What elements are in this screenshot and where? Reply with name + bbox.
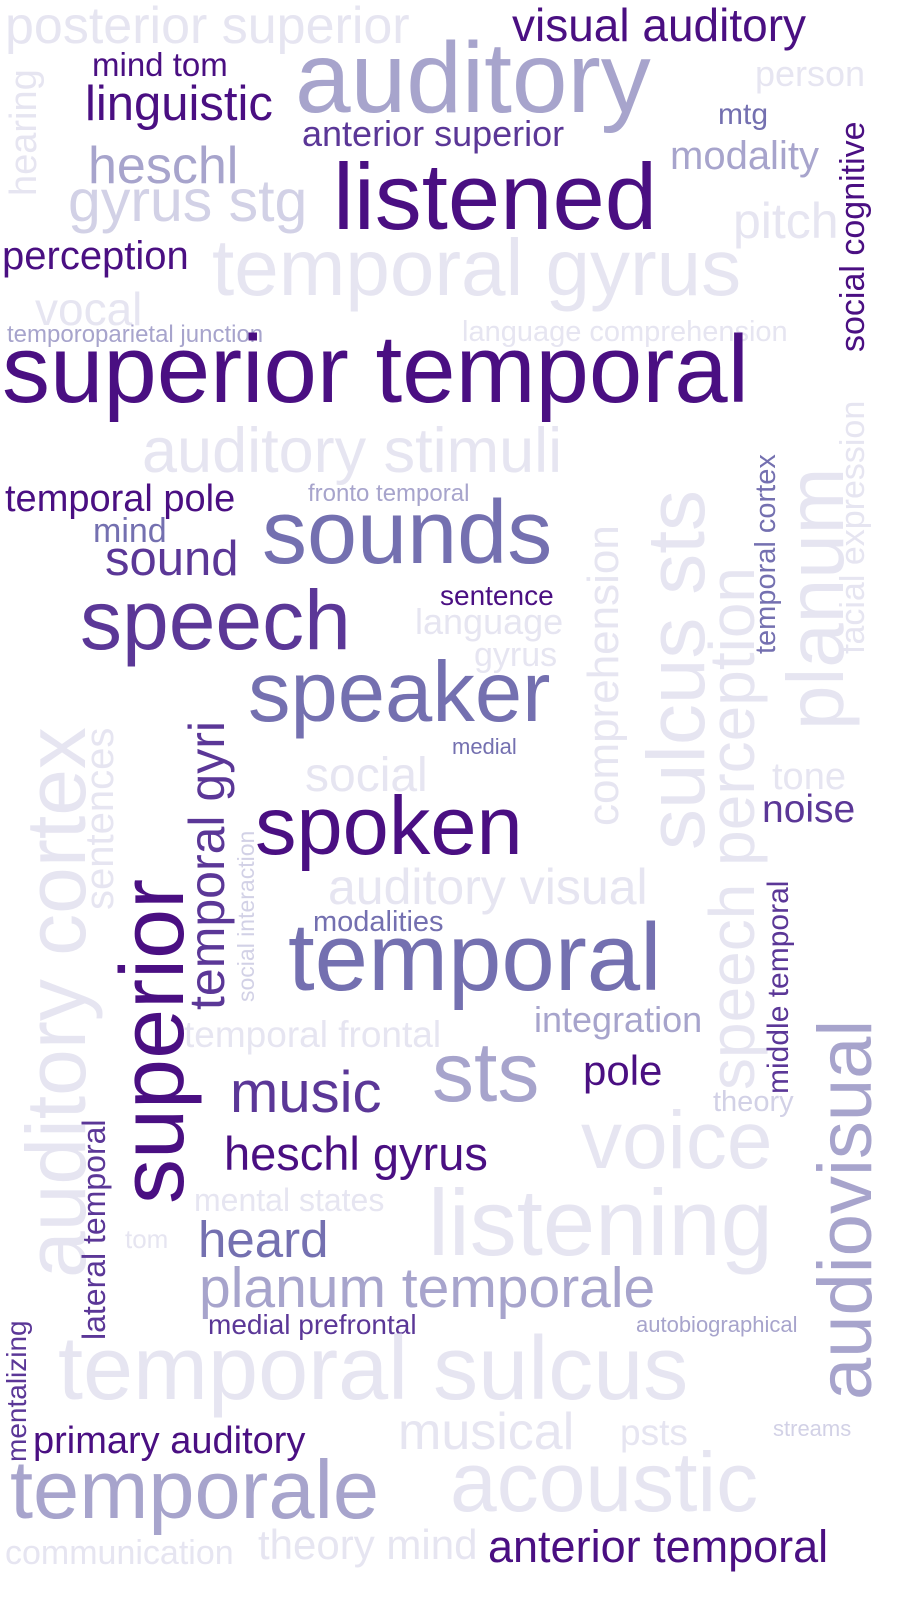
word-linguistic: linguistic xyxy=(85,77,273,131)
word-perception: perception xyxy=(2,234,189,278)
word-vocal: vocal xyxy=(35,283,143,335)
word-superior-temporal: superior temporal xyxy=(2,316,749,423)
word-mind: mind xyxy=(93,512,167,550)
word-pitch: pitch xyxy=(733,193,839,249)
word-integration: integration xyxy=(534,999,703,1040)
word-communication: communication xyxy=(5,1534,234,1572)
word-temporal-gyri: temporal gyri xyxy=(179,721,235,1010)
word-theory-mind: theory mind xyxy=(258,1521,478,1568)
word-lateral-temporal: lateral temporal xyxy=(76,1119,112,1340)
word-anterior-temporal: anterior temporal xyxy=(488,1521,829,1572)
word-heschl-gyrus: heschl gyrus xyxy=(224,1127,488,1180)
word-spoken: spoken xyxy=(255,779,523,872)
word-listened: listened xyxy=(333,144,657,249)
word-modalities: modalities xyxy=(313,906,444,938)
word-tone: tone xyxy=(772,756,846,798)
word-temporale: temporale xyxy=(10,1443,380,1536)
word-audiovisual: audiovisual xyxy=(803,1019,888,1400)
word-temporal-pole: temporal pole xyxy=(5,478,236,520)
word-temporal-frontal: temporal frontal xyxy=(184,1014,442,1055)
word-anterior-superior: anterior superior xyxy=(302,113,565,154)
word-mind-tom: mind tom xyxy=(92,46,228,83)
word-speech: speech xyxy=(80,573,351,667)
word-heschl: heschl xyxy=(88,137,239,195)
word-planum-temporale: planum temporale xyxy=(199,1256,656,1320)
word-sounds: sounds xyxy=(262,483,553,583)
word-hearing: hearing xyxy=(3,69,45,196)
word-medial: medial xyxy=(452,734,517,759)
word-psts: psts xyxy=(620,1412,688,1453)
word-temporal-sulcus: temporal sulcus xyxy=(58,1319,689,1419)
word-gyrus-stg: gyrus stg xyxy=(68,168,308,234)
word-social: social xyxy=(305,749,428,802)
word-temporoparietal-junction: temporoparietal junction xyxy=(7,321,264,348)
word-listening: listening xyxy=(428,1170,773,1275)
word-voice: voice xyxy=(581,1095,773,1186)
word-noise: noise xyxy=(762,788,856,831)
word-music: music xyxy=(230,1060,382,1125)
word-modality: modality xyxy=(670,134,819,178)
word-primary-auditory: primary auditory xyxy=(33,1420,306,1462)
word-auditory-stimuli: auditory stimuli xyxy=(142,416,563,486)
word-middle-temporal: middle temporal xyxy=(762,880,795,1094)
word-heard: heard xyxy=(198,1211,329,1268)
word-autobiographical: autobiographical xyxy=(636,1312,798,1337)
word-fronto-temporal: fronto temporal xyxy=(308,480,470,507)
word-visual-auditory: visual auditory xyxy=(512,0,807,51)
word-person: person xyxy=(755,53,866,94)
word-language: language xyxy=(415,601,564,642)
word-pole: pole xyxy=(583,1047,663,1094)
word-speaker: speaker xyxy=(248,645,551,740)
word-auditory-visual: auditory visual xyxy=(328,859,648,915)
word-posterior-superior: posterior superior xyxy=(5,0,410,55)
word-theory: theory xyxy=(713,1086,794,1118)
word-sound: sound xyxy=(105,532,239,586)
word-social-interaction: social interaction xyxy=(233,830,259,1002)
word-auditory: auditory xyxy=(295,22,651,134)
word-temporal: temporal xyxy=(288,904,662,1011)
word-sentence: sentence xyxy=(440,580,554,611)
word-acoustic: acoustic xyxy=(450,1435,759,1529)
word-gyrus: gyrus xyxy=(474,636,558,674)
word-facial-expression: facial expression xyxy=(834,400,872,654)
word-musical: musical xyxy=(398,1403,575,1461)
word-tom: tom xyxy=(125,1224,169,1254)
word-temporal-gyrus: temporal gyrus xyxy=(212,223,742,312)
word-streams: streams xyxy=(773,1416,852,1441)
word-medial-prefrontal: medial prefrontal xyxy=(208,1309,417,1340)
word-comprehension: comprehension xyxy=(579,525,628,826)
word-social-cognitive: social cognitive xyxy=(834,121,872,352)
word-language-comprehension: language comprehension xyxy=(462,316,788,348)
word-mentalizing: mentalizing xyxy=(1,1320,32,1462)
word-mental-states: mental states xyxy=(194,1182,385,1218)
word-mtg: mtg xyxy=(718,98,769,131)
word-sts: sts xyxy=(432,1025,540,1119)
